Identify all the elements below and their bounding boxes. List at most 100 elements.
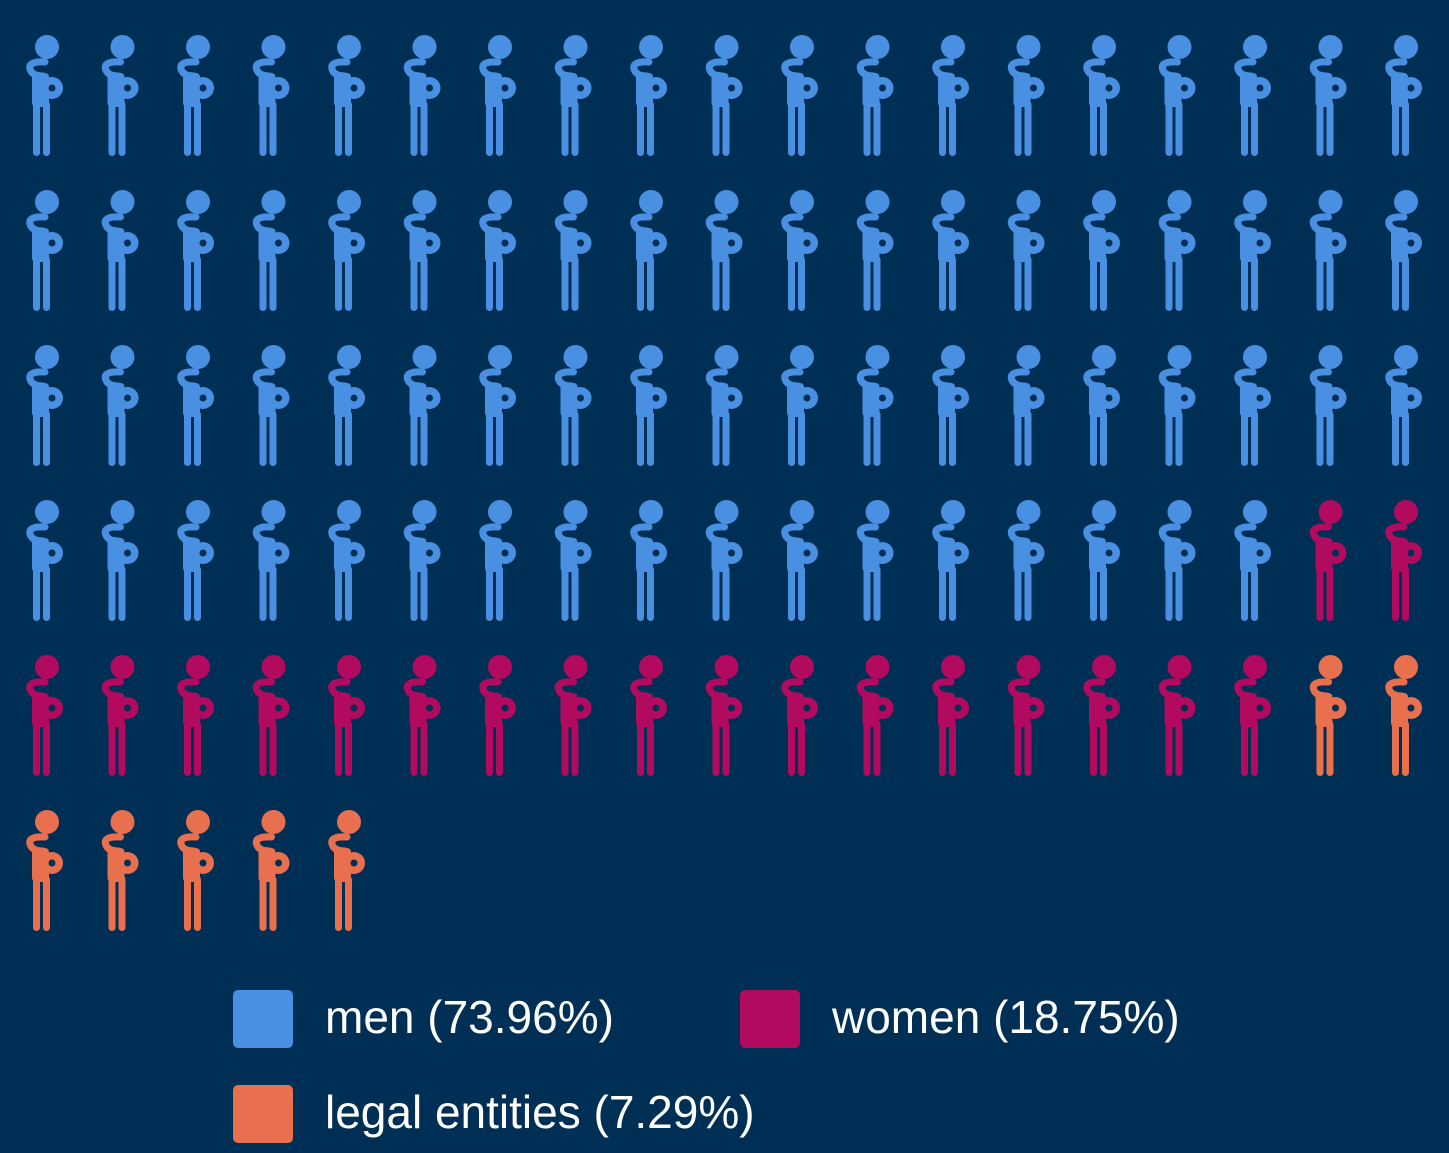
hand-hole (48, 549, 56, 557)
person-icon (1309, 345, 1347, 466)
hand-hole (954, 84, 962, 92)
person-icon (328, 190, 365, 311)
leg (118, 721, 126, 776)
head (337, 810, 361, 834)
leg (1024, 101, 1032, 156)
person-icon (1158, 655, 1196, 776)
leg (410, 411, 418, 466)
head (35, 810, 59, 834)
person-icon (403, 500, 441, 621)
leg (345, 566, 352, 621)
leg (184, 566, 191, 621)
leg (108, 256, 116, 311)
person-icon (554, 35, 592, 156)
head (1318, 35, 1343, 59)
hand-hole (124, 549, 131, 557)
hand-hole (124, 704, 131, 712)
leg (722, 256, 730, 311)
head (1016, 655, 1041, 679)
hand-hole (1181, 704, 1188, 712)
leg (1165, 101, 1173, 156)
hand-hole (1105, 704, 1113, 712)
leg (259, 411, 267, 466)
hand-hole (577, 84, 584, 92)
person-icon (932, 345, 969, 466)
hand-hole (501, 84, 509, 92)
hand-hole (1407, 704, 1415, 712)
hand-hole (426, 394, 433, 402)
leg (1251, 566, 1258, 621)
leg (798, 101, 805, 156)
hand-hole (803, 394, 811, 402)
hand-hole (652, 84, 660, 92)
head (563, 190, 588, 214)
leg (269, 566, 277, 621)
person-icon (856, 500, 894, 621)
head (337, 655, 361, 679)
hand-hole (199, 549, 207, 557)
person-icon (1158, 500, 1196, 621)
leg (1175, 101, 1183, 156)
hand-hole (803, 549, 811, 557)
hand-hole (501, 394, 509, 402)
leg (43, 411, 50, 466)
legend-label: men (73.96%) (325, 991, 614, 1043)
person-icon (705, 500, 743, 621)
hand-hole (728, 239, 735, 247)
leg (1326, 721, 1334, 776)
hand-hole (1030, 704, 1037, 712)
head (1318, 345, 1343, 369)
hand-hole (1332, 394, 1339, 402)
hand-hole (577, 394, 584, 402)
hand-hole (954, 704, 962, 712)
person-icon (252, 190, 290, 311)
person-icon (1007, 35, 1045, 156)
person-icon (932, 35, 969, 156)
leg (561, 566, 569, 621)
leg (496, 101, 503, 156)
leg (410, 566, 418, 621)
head (412, 655, 437, 679)
leg (1090, 256, 1097, 311)
hand-hole (1407, 239, 1415, 247)
person-icon (26, 500, 63, 621)
hand-hole (350, 84, 358, 92)
head (714, 190, 739, 214)
leg (486, 721, 493, 776)
leg (410, 101, 418, 156)
head (1016, 35, 1041, 59)
head (1394, 190, 1418, 214)
leg (194, 566, 201, 621)
head (488, 345, 512, 369)
person-icon (705, 35, 743, 156)
person-icon (1385, 655, 1422, 776)
person-icon (328, 810, 365, 931)
hand-hole (199, 239, 207, 247)
person-icon (252, 35, 290, 156)
hand-hole (652, 549, 660, 557)
hand-hole (1256, 84, 1264, 92)
leg (194, 876, 201, 931)
head (941, 345, 965, 369)
person-icon (177, 810, 214, 931)
person-icon (1083, 190, 1120, 311)
leg (184, 101, 191, 156)
hand-hole (1407, 549, 1415, 557)
leg (1090, 721, 1097, 776)
hand-hole (124, 84, 131, 92)
person-icon (1007, 500, 1045, 621)
head (1092, 190, 1116, 214)
person-icon (1007, 655, 1045, 776)
leg (269, 101, 277, 156)
leg (496, 411, 503, 466)
leg (184, 876, 191, 931)
leg (712, 721, 720, 776)
leg (561, 411, 569, 466)
leg (1014, 411, 1022, 466)
head (1318, 655, 1343, 679)
head (35, 190, 59, 214)
head (261, 500, 286, 524)
leg (863, 256, 871, 311)
person-icon (856, 35, 894, 156)
leg (486, 101, 493, 156)
